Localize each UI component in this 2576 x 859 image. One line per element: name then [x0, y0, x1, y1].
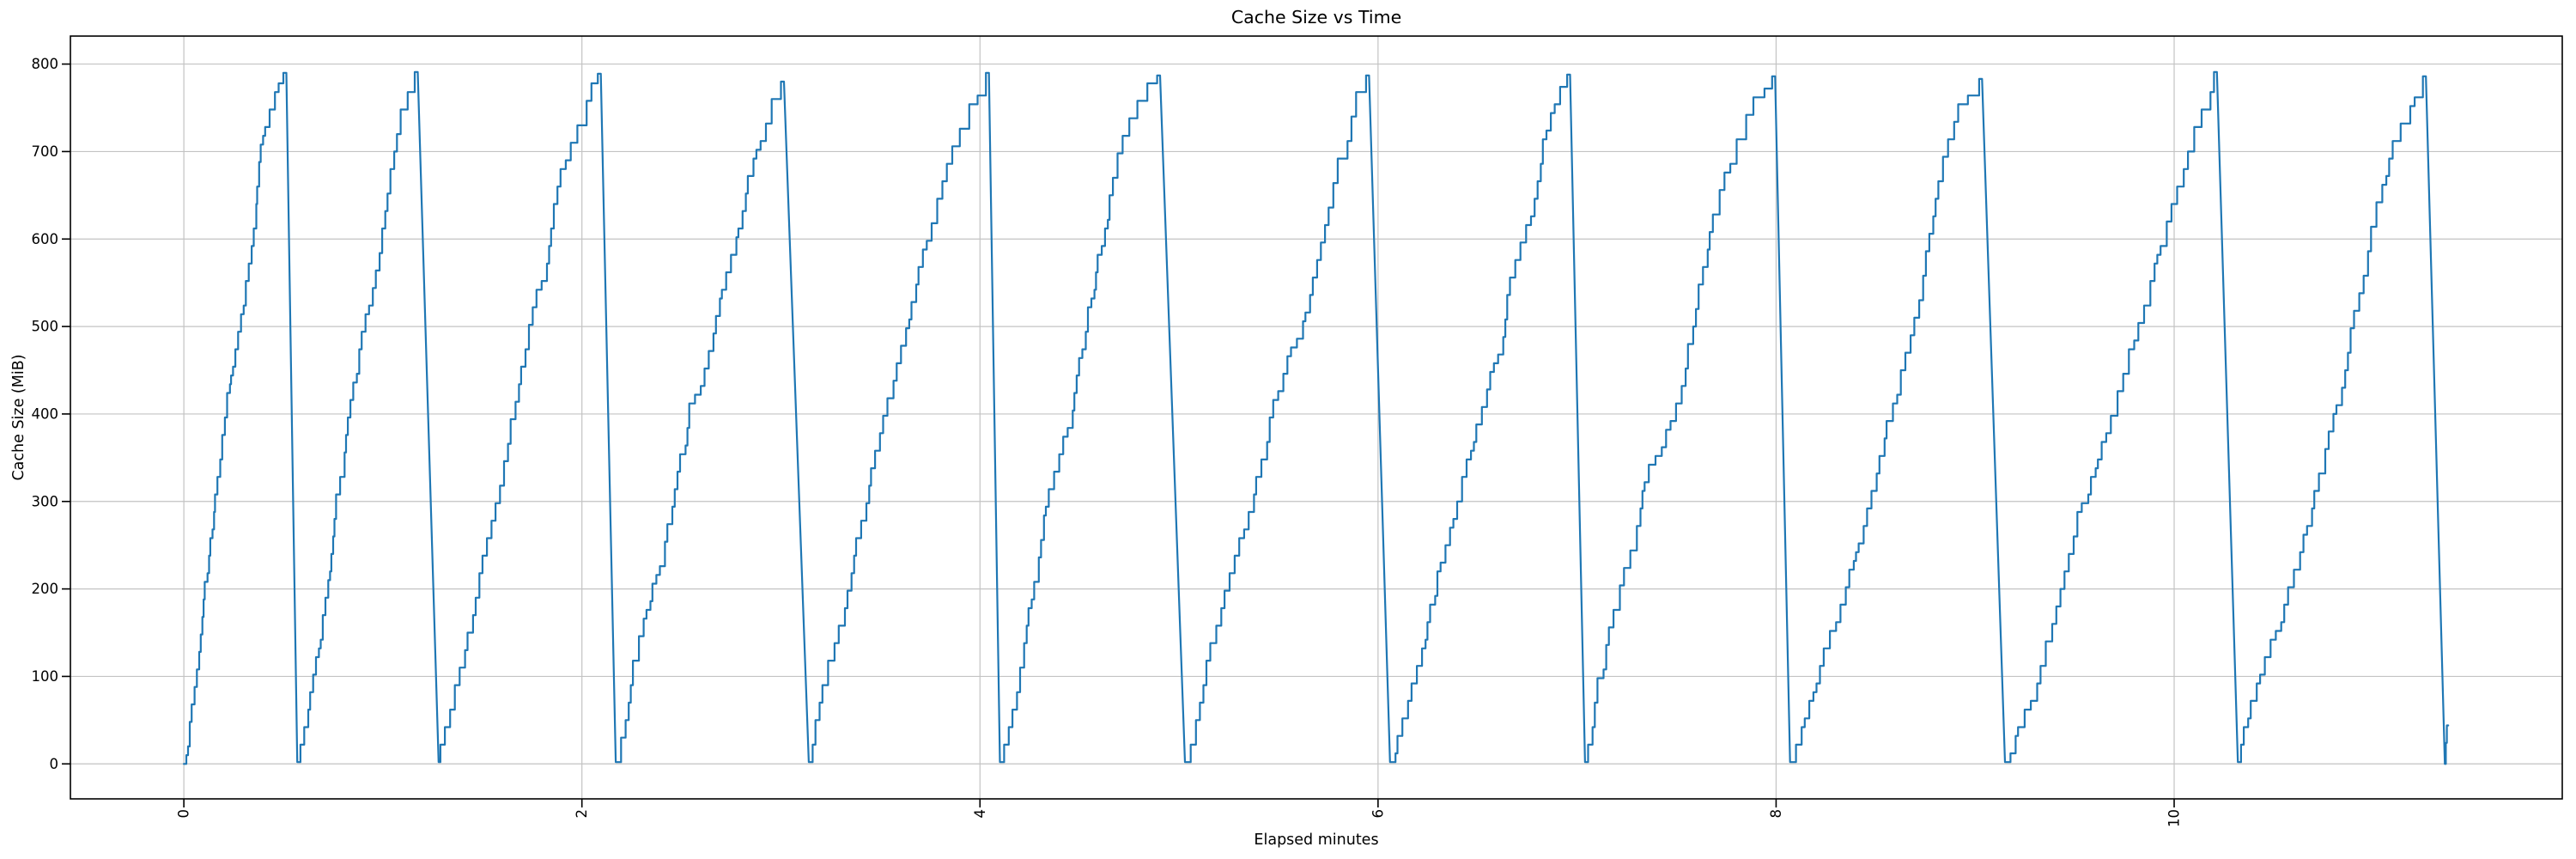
y-tick-label: 300	[32, 493, 59, 509]
y-tick-label: 100	[32, 668, 59, 685]
x-axis-ticks: 0 2 4 6 8 10	[176, 799, 2183, 827]
x-tick-label: 6	[1370, 809, 1386, 819]
plot-border	[70, 35, 2563, 800]
y-tick-label: 600	[32, 231, 59, 247]
gridlines	[70, 36, 2562, 799]
x-axis-label: Elapsed minutes	[1254, 832, 1378, 849]
x-tick-label: 2	[574, 809, 590, 819]
x-tick-label: 10	[2166, 809, 2183, 827]
y-axis-label: Cache Size (MiB)	[10, 354, 27, 480]
y-axis-ticks: 0 100 200 300 400 500 600 700 800	[32, 56, 70, 772]
y-tick-label: 800	[32, 56, 59, 72]
x-tick-label: 4	[972, 809, 988, 819]
x-tick-label: 0	[176, 809, 192, 819]
chart-title: Cache Size vs Time	[1231, 7, 1401, 27]
cache-size-series-line	[183, 70, 2450, 765]
y-tick-label: 0	[50, 756, 59, 772]
y-tick-label: 200	[32, 581, 59, 597]
y-tick-label: 500	[32, 319, 59, 335]
x-tick-label: 8	[1768, 809, 1784, 819]
y-tick-label: 700	[32, 143, 59, 160]
y-tick-label: 400	[32, 405, 59, 422]
